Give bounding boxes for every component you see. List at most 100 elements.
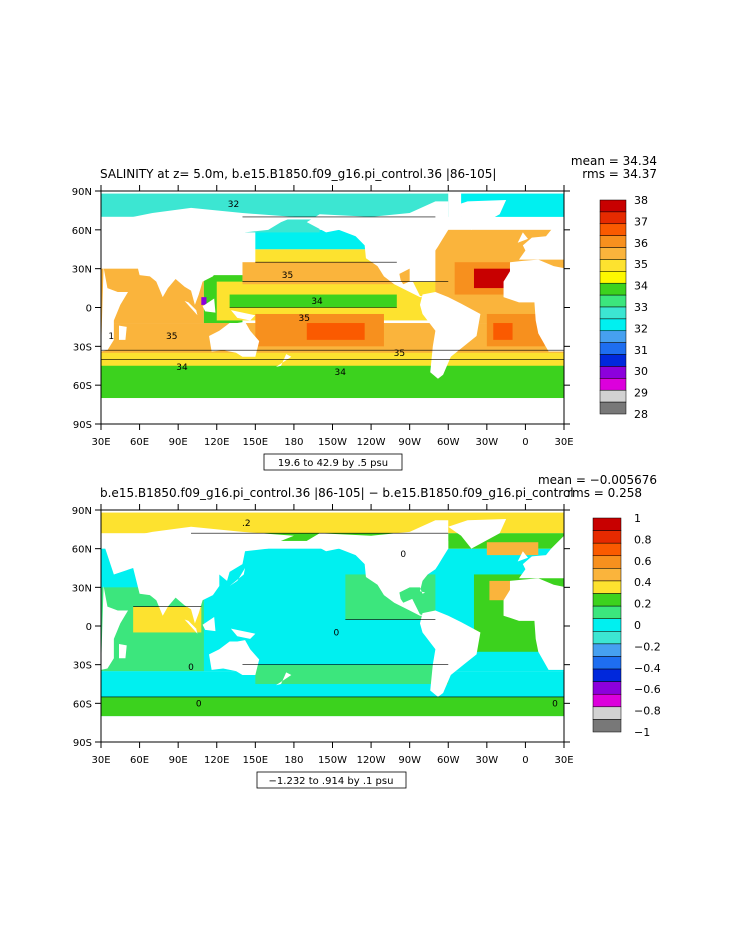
land-mass-6 <box>419 291 481 379</box>
x-tick-label-0: 30E <box>91 755 110 766</box>
colorbar-swatch-3 <box>599 235 627 248</box>
difference-contours <box>101 532 564 698</box>
land-mass-9 <box>119 644 127 659</box>
colorbar-label-6: −0.2 <box>634 640 661 653</box>
colorbar-swatch-15 <box>592 706 622 720</box>
contour-label-2: 0 <box>196 699 202 709</box>
colorbar-swatch-5 <box>592 580 622 594</box>
colorbar-label-6: 32 <box>634 322 648 335</box>
salinity-title: SALINITY at z= 5.0m, b.e15.B1850.f09_g16… <box>100 167 496 181</box>
land-mass-5 <box>448 200 507 230</box>
land-mass-2 <box>101 526 294 624</box>
contour-label-4: 35 <box>166 332 177 342</box>
salinity-land-mask <box>101 200 567 424</box>
colorbar-swatch-7 <box>592 605 622 619</box>
salinity-mean: mean = 34.34 <box>571 154 657 168</box>
colorbar-swatch-16 <box>592 719 622 733</box>
salinity-range-note: 19.6 to 42.9 by .5 psu <box>278 458 388 469</box>
colorbar-swatch-17 <box>599 401 627 415</box>
x-tick-label-10: 30W <box>476 755 499 766</box>
salinity-band-20 <box>201 297 207 305</box>
land-mass-14 <box>517 551 528 562</box>
land-mass-7 <box>209 640 260 675</box>
land-mass-1 <box>503 578 567 670</box>
y-tick-label-2: 30N <box>72 583 92 594</box>
difference-x-axis: 30E 60E 90E 120E 150E 180 150W 120W 90W 60W 30W 0 30… <box>91 504 574 766</box>
land-mass-1 <box>503 259 567 352</box>
y-tick-label-3: 0 <box>86 622 92 633</box>
colorbar-swatch-10 <box>592 643 622 657</box>
x-tick-label-8: 90W <box>398 755 421 766</box>
colorbar-label-1: 0.8 <box>634 533 652 546</box>
x-tick-label-1: 60E <box>130 755 149 766</box>
land-mass-4 <box>306 201 449 298</box>
colorbar-swatch-9 <box>599 306 627 320</box>
salinity-band-7 <box>242 262 410 285</box>
land-mass-11 <box>184 301 198 316</box>
difference-band-4 <box>255 664 449 684</box>
colorbar-swatch-11 <box>592 656 622 670</box>
contour-label-0: 32 <box>228 200 239 210</box>
colorbar-swatch-8 <box>599 294 627 308</box>
land-mass-0 <box>101 586 129 670</box>
y-tick-label-0: 90N <box>72 506 92 517</box>
difference-land-mask <box>101 519 567 742</box>
land-mass-3 <box>518 535 567 579</box>
land-mass-14 <box>517 232 528 243</box>
land-mass-10 <box>202 298 216 313</box>
colorbar-label-3: 0.4 <box>634 576 652 589</box>
colorbar-swatch-5 <box>599 259 627 272</box>
land-mass-10 <box>202 616 216 632</box>
colorbar-swatch-8 <box>592 618 622 632</box>
difference-band-6 <box>133 606 202 633</box>
colorbar-swatch-14 <box>592 693 622 708</box>
difference-rms: rms = 0.258 <box>567 486 642 500</box>
contour-label-8: 1 <box>108 332 114 342</box>
colorbar-label-7: −0.4 <box>634 662 661 675</box>
difference-range-box <box>256 771 407 789</box>
difference-range-note: −1.232 to .914 by .1 psu <box>269 776 394 787</box>
salinity-contours <box>101 216 564 360</box>
y-tick-label-1: 60N <box>72 545 92 556</box>
land-mass-2 <box>101 207 294 305</box>
land-mass-5 <box>448 519 507 549</box>
colorbar-label-5: 0 <box>634 619 641 632</box>
difference-mean: mean = −0.005676 <box>538 473 657 487</box>
y-tick-label-5: 60S <box>73 381 92 392</box>
x-tick-label-4: 150E <box>243 755 268 766</box>
colorbar-label-8: −0.6 <box>634 683 661 696</box>
land-mass-8 <box>101 398 564 424</box>
colorbar-label-5: 33 <box>634 301 648 314</box>
x-tick-label-0: 30E <box>91 437 110 448</box>
colorbar-swatch-7 <box>599 282 627 296</box>
y-tick-label-6: 90S <box>73 738 92 749</box>
x-tick-label-12: 30E <box>554 755 573 766</box>
x-tick-label-11: 0 <box>522 437 528 448</box>
contour-label-3: 0 <box>552 699 558 709</box>
colorbar-swatch-3 <box>592 555 622 569</box>
difference-contour-labels: .2 0 0 0 0 0 <box>188 519 558 709</box>
colorbar-swatch-13 <box>592 681 622 695</box>
difference-colorbar: 1 0.8 0.6 0.4 0.2 0 −0.2 −0.4 −0.6 −0.8 −1 <box>592 512 661 739</box>
land-mass-7 <box>209 321 260 357</box>
colorbar-label-3: 35 <box>634 258 648 271</box>
colorbar-swatch-9 <box>592 631 622 645</box>
colorbar-swatch-0 <box>599 199 627 213</box>
x-tick-label-2: 90E <box>169 755 188 766</box>
contour-label-7: 34 <box>334 368 346 378</box>
x-tick-label-2: 90E <box>169 437 188 448</box>
y-tick-label-4: 30S <box>73 342 92 353</box>
land-mass-8 <box>101 716 564 742</box>
x-tick-label-4: 150E <box>243 437 268 448</box>
land-mass-15 <box>275 354 292 368</box>
salinity-x-axis: 30E 60E 90E 120E 150E 180 150W 120W 90W 60W 30W 0 30… <box>91 185 574 448</box>
x-tick-label-11: 0 <box>522 755 528 766</box>
colorbar-label-0: 1 <box>634 512 641 525</box>
colorbar-swatch-1 <box>599 211 627 225</box>
colorbar-swatch-16 <box>599 389 627 403</box>
y-tick-label-4: 30S <box>73 661 92 672</box>
colorbar-label-10: 28 <box>634 408 648 421</box>
land-mass-4 <box>306 520 449 616</box>
colorbar-swatch-4 <box>599 247 627 260</box>
